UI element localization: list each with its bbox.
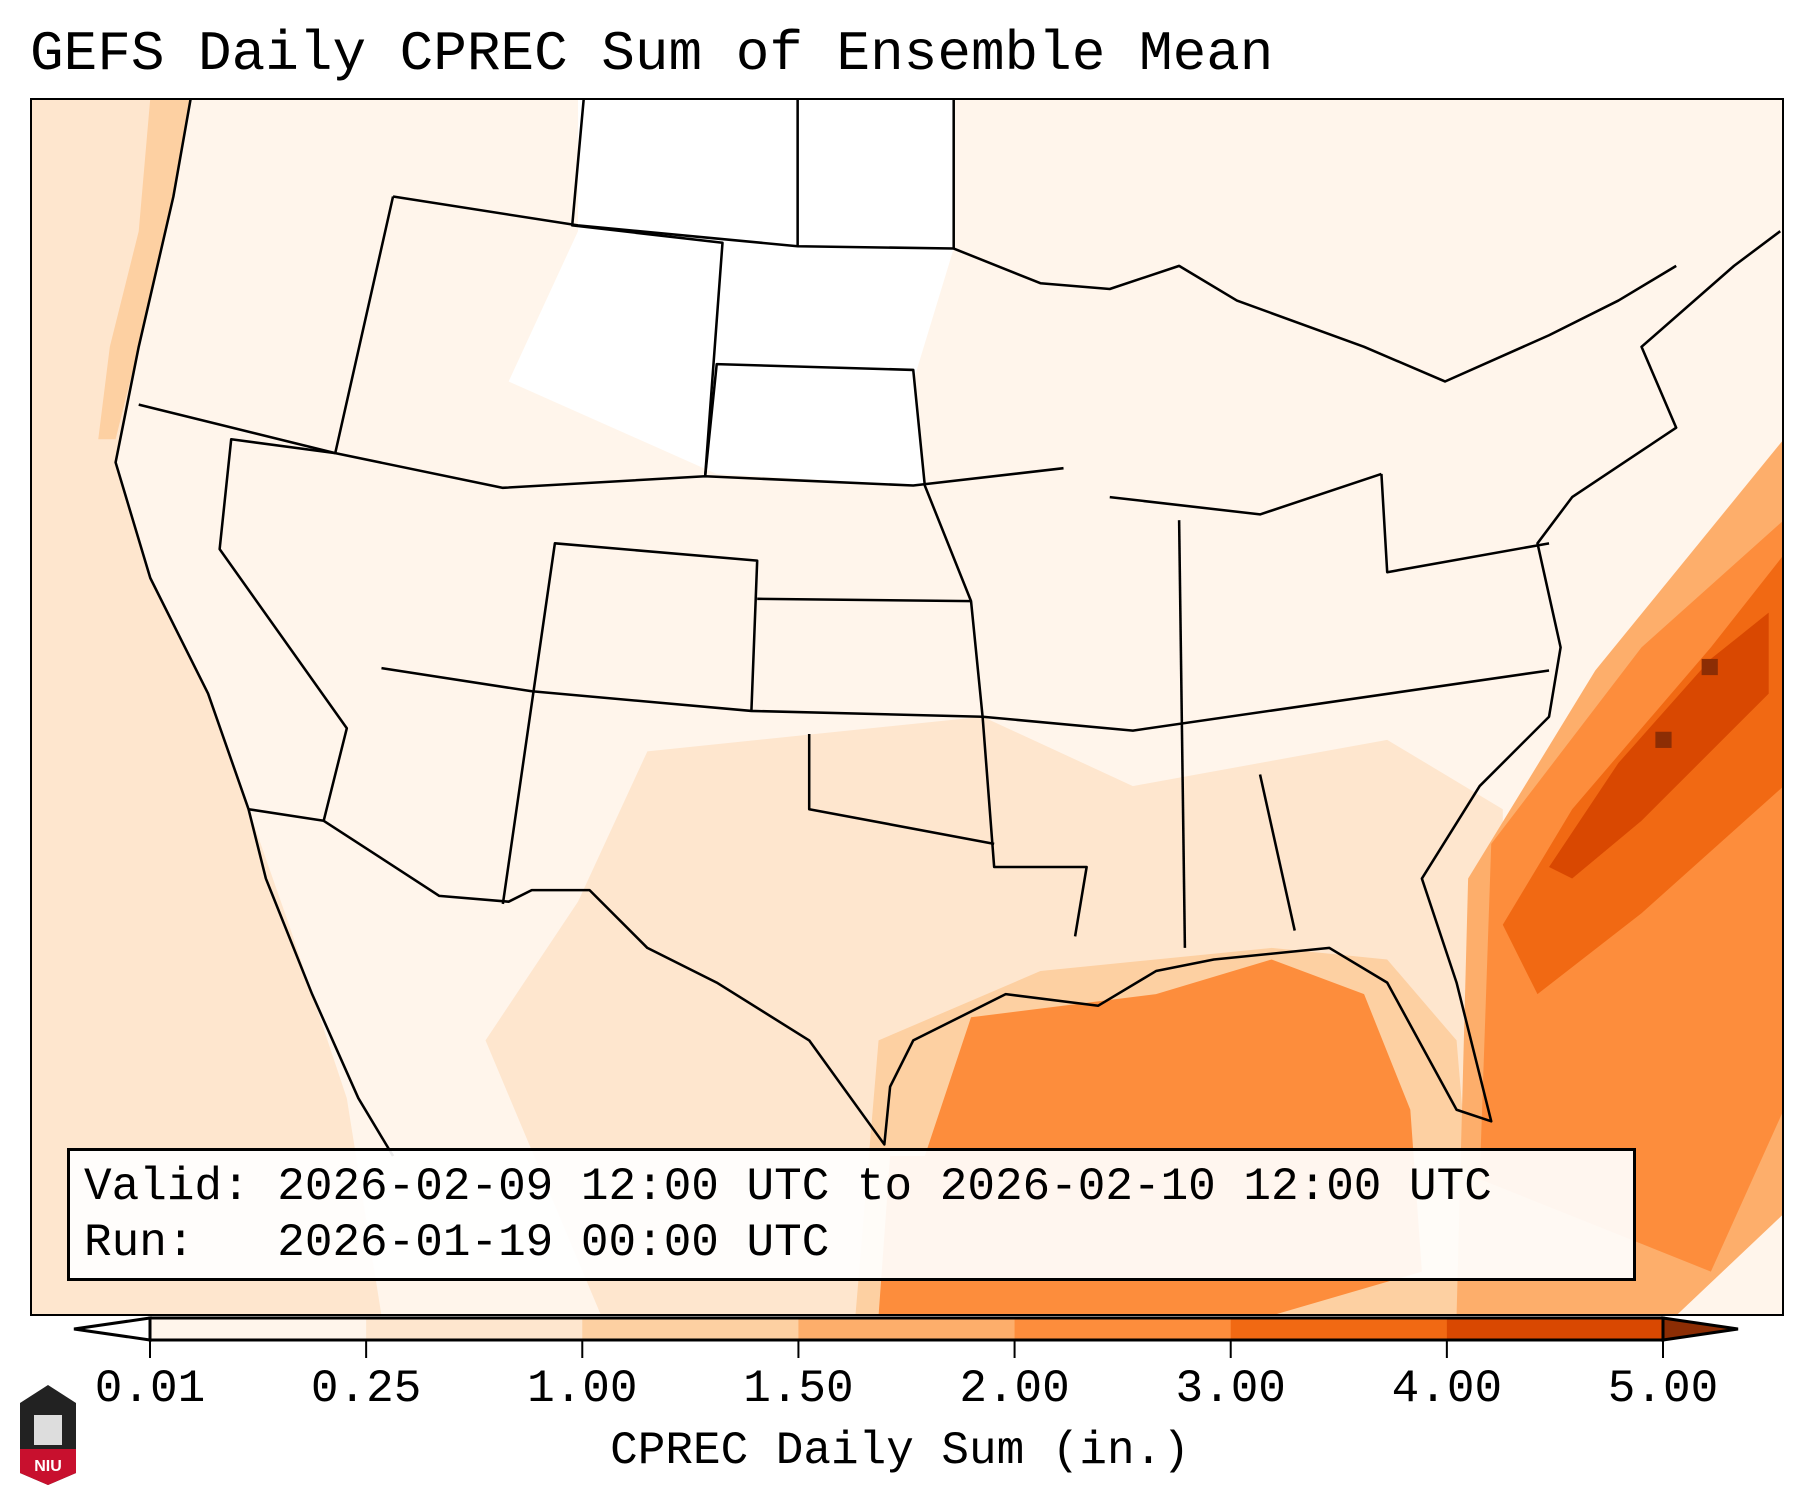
max-precip-cell (1701, 658, 1718, 676)
run-time-text: Run: 2026-01-19 00:00 UTC (84, 1217, 830, 1269)
colorbar-segment (798, 1318, 1016, 1340)
colorbar-segment (582, 1318, 799, 1340)
niu-logo: NIU (20, 1385, 76, 1485)
coastline-borders (114, 100, 1782, 1157)
valid-time-text: Valid: 2026-02-09 12:00 UTC to 2026-02-1… (84, 1161, 1492, 1213)
colorbar-tick-label: 4.00 (1391, 1363, 1503, 1415)
map-canvas (32, 100, 1782, 1314)
colorbar-segment (366, 1318, 583, 1340)
max-precip-cell (1655, 731, 1672, 748)
valid-run-info-box: Valid: 2026-02-09 12:00 UTC to 2026-02-1… (67, 1148, 1636, 1281)
svg-text:NIU: NIU (34, 1458, 62, 1475)
colorbar-under-arrow (73, 1316, 152, 1342)
colorbar-tick-label: 0.01 (94, 1363, 206, 1415)
colorbar-tick-label: 2.00 (959, 1363, 1070, 1415)
chart-title: GEFS Daily CPREC Sum of Ensemble Mean (30, 22, 1274, 86)
dry-area (508, 100, 954, 486)
colorbar-tick-label: 3.00 (1175, 1363, 1286, 1415)
precipitation-map (30, 98, 1784, 1316)
pacific-coast-band (98, 100, 191, 440)
colorbar-tick-label: 1.50 (743, 1363, 854, 1415)
colorbar-segment (1446, 1318, 1664, 1340)
colorbar-segment (1014, 1318, 1232, 1340)
colorbar-tick-label: 1.00 (527, 1363, 638, 1415)
colorbar-outline (148, 1316, 1665, 1342)
colorbar (73, 1316, 1739, 1358)
colorbar-over-arrow (1661, 1316, 1739, 1342)
colorbar-tick-label: 0.25 (310, 1363, 422, 1415)
pacific-precip-area (32, 100, 382, 1314)
colorbar-label: CPREC Daily Sum (in.) (610, 1425, 1190, 1477)
colorbar-segment (150, 1318, 367, 1340)
colorbar-tick-label: 5.00 (1607, 1363, 1719, 1415)
colorbar-segment (1230, 1318, 1448, 1340)
